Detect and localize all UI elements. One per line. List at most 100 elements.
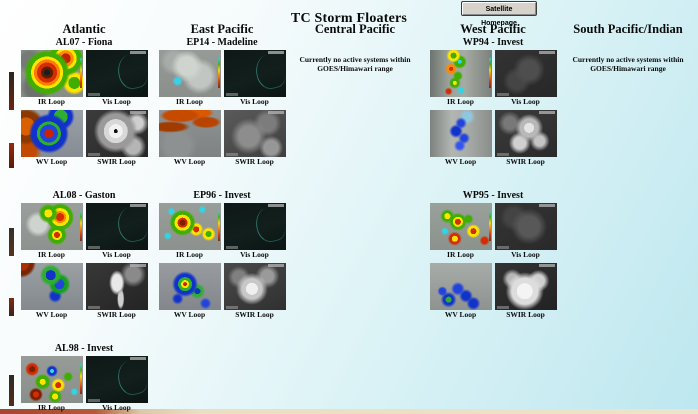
storm-ep96-invest: EP96 - Invest IR Loop Vis Loop WV Loop S… — [154, 190, 290, 321]
loop-cell: Vis Loop — [85, 356, 148, 414]
loop-label: IR Loop — [38, 97, 65, 106]
loop-label: IR Loop — [176, 97, 203, 106]
ir-loop-image[interactable] — [158, 50, 221, 97]
loop-cell: WV Loop — [158, 263, 221, 321]
left-edge-image-sliver — [9, 228, 14, 256]
vis-loop-image[interactable] — [494, 203, 557, 250]
loop-label: SWIR Loop — [235, 157, 274, 166]
coastline-outline — [113, 50, 148, 92]
storm-title: AL08 - Gaston — [52, 190, 116, 201]
ir-loop-image[interactable] — [429, 50, 492, 97]
loop-cell: Vis Loop — [494, 50, 557, 108]
loop-cell: WV Loop — [20, 263, 83, 321]
loop-grid: IR Loop Vis Loop — [16, 356, 152, 414]
wv-loop-image[interactable] — [158, 110, 221, 157]
column-header-atlantic: Atlantic — [62, 22, 106, 36]
loop-cell: IR Loop — [20, 50, 83, 108]
storm-title: WP94 - Invest — [462, 37, 524, 48]
loop-label: WV Loop — [35, 310, 68, 319]
vis-loop-image[interactable] — [223, 50, 286, 97]
loop-label: SWIR Loop — [97, 310, 136, 319]
column-header-east-pacific: East Pacific — [190, 22, 254, 36]
loop-label: IR Loop — [38, 403, 65, 412]
loop-label: SWIR Loop — [235, 310, 274, 319]
loop-grid: IR Loop Vis Loop WV Loop SWIR Loop — [16, 50, 152, 168]
column-header-south-pacific-indian: South Pacific/Indian — [573, 22, 683, 36]
column-header-central-pacific: Central Pacific — [314, 22, 396, 36]
loop-label: Vis Loop — [511, 250, 540, 259]
loop-cell: Vis Loop — [85, 50, 148, 108]
ir-loop-image[interactable] — [429, 203, 492, 250]
swir-loop-image[interactable] — [223, 263, 286, 310]
left-edge-image-sliver — [9, 298, 14, 316]
loop-label: SWIR Loop — [97, 157, 136, 166]
wv-loop-image[interactable] — [20, 263, 83, 310]
storm-al08-gaston: AL08 - Gaston IR Loop Vis Loop WV Loop S… — [16, 190, 152, 321]
loop-label: Vis Loop — [240, 250, 269, 259]
vis-loop-image[interactable] — [223, 203, 286, 250]
ir-loop-image[interactable] — [158, 203, 221, 250]
storm-al98-invest: AL98 - Invest IR Loop Vis Loop — [16, 343, 152, 414]
loop-label: IR Loop — [38, 250, 65, 259]
ir-loop-image[interactable] — [20, 50, 83, 97]
loop-cell: IR Loop — [158, 203, 221, 261]
loop-cell: IR Loop — [20, 356, 83, 414]
wv-loop-image[interactable] — [158, 263, 221, 310]
loop-label: SWIR Loop — [506, 157, 545, 166]
left-edge-image-sliver — [9, 72, 14, 110]
coastline-outline — [251, 50, 286, 92]
storm-title: EP96 - Invest — [193, 190, 251, 201]
loop-label: IR Loop — [447, 97, 474, 106]
vis-loop-image[interactable] — [494, 50, 557, 97]
loop-grid: IR Loop Vis Loop WV Loop SWIR Loop — [16, 203, 152, 321]
vis-loop-image[interactable] — [85, 50, 148, 97]
no-active-systems-note: Currently no active systems within GOES/… — [572, 55, 684, 73]
swir-loop-image[interactable] — [494, 263, 557, 310]
loop-cell: Vis Loop — [494, 203, 557, 261]
satellite-homepage-button[interactable]: Satellite Homepage — [461, 1, 537, 27]
loop-cell: WV Loop — [429, 263, 492, 321]
storm-wp95-invest: WP95 - Invest IR Loop Vis Loop WV Loop S… — [424, 190, 562, 321]
coastline-outline — [113, 356, 148, 398]
column-central-pacific: Central Pacific Currently no active syst… — [288, 22, 422, 73]
loop-label: WV Loop — [444, 310, 477, 319]
bottom-edge-strip — [0, 409, 698, 414]
wv-loop-image[interactable] — [429, 263, 492, 310]
loop-cell: SWIR Loop — [223, 263, 286, 321]
loop-cell: WV Loop — [158, 110, 221, 168]
swir-loop-image[interactable] — [85, 110, 148, 157]
vis-loop-image[interactable] — [85, 203, 148, 250]
ir-loop-image[interactable] — [20, 203, 83, 250]
column-south-pacific-indian: South Pacific/Indian Currently no active… — [558, 22, 698, 73]
loop-cell: SWIR Loop — [494, 263, 557, 321]
loop-cell: WV Loop — [429, 110, 492, 168]
left-edge-image-sliver — [9, 143, 14, 168]
wv-loop-image[interactable] — [429, 110, 492, 157]
coastline-outline — [251, 203, 286, 245]
loop-cell: SWIR Loop — [494, 110, 557, 168]
loop-cell: SWIR Loop — [85, 263, 148, 321]
loop-label: WV Loop — [173, 157, 206, 166]
loop-cell: SWIR Loop — [85, 110, 148, 168]
loop-cell: SWIR Loop — [223, 110, 286, 168]
loop-grid: IR Loop Vis Loop WV Loop SWIR Loop — [424, 203, 562, 321]
storm-al07-fiona: AL07 - Fiona IR Loop Vis Loop WV Loop SW… — [16, 37, 152, 168]
loop-label: Vis Loop — [102, 97, 131, 106]
loop-cell: Vis Loop — [223, 50, 286, 108]
swir-loop-image[interactable] — [85, 263, 148, 310]
loop-cell: IR Loop — [429, 203, 492, 261]
wv-loop-image[interactable] — [20, 110, 83, 157]
storm-ep14-madeline: EP14 - Madeline IR Loop Vis Loop WV Loop… — [154, 37, 290, 168]
column-header-west-pacific: West Pacific — [460, 22, 526, 36]
vis-loop-image[interactable] — [85, 356, 148, 403]
ir-loop-image[interactable] — [20, 356, 83, 403]
storm-title: AL07 - Fiona — [55, 37, 113, 48]
swir-loop-image[interactable] — [494, 110, 557, 157]
swir-loop-image[interactable] — [223, 110, 286, 157]
loop-label: WV Loop — [444, 157, 477, 166]
loop-cell: WV Loop — [20, 110, 83, 168]
loop-cell: IR Loop — [429, 50, 492, 108]
loop-cell: Vis Loop — [85, 203, 148, 261]
loop-label: Vis Loop — [511, 97, 540, 106]
